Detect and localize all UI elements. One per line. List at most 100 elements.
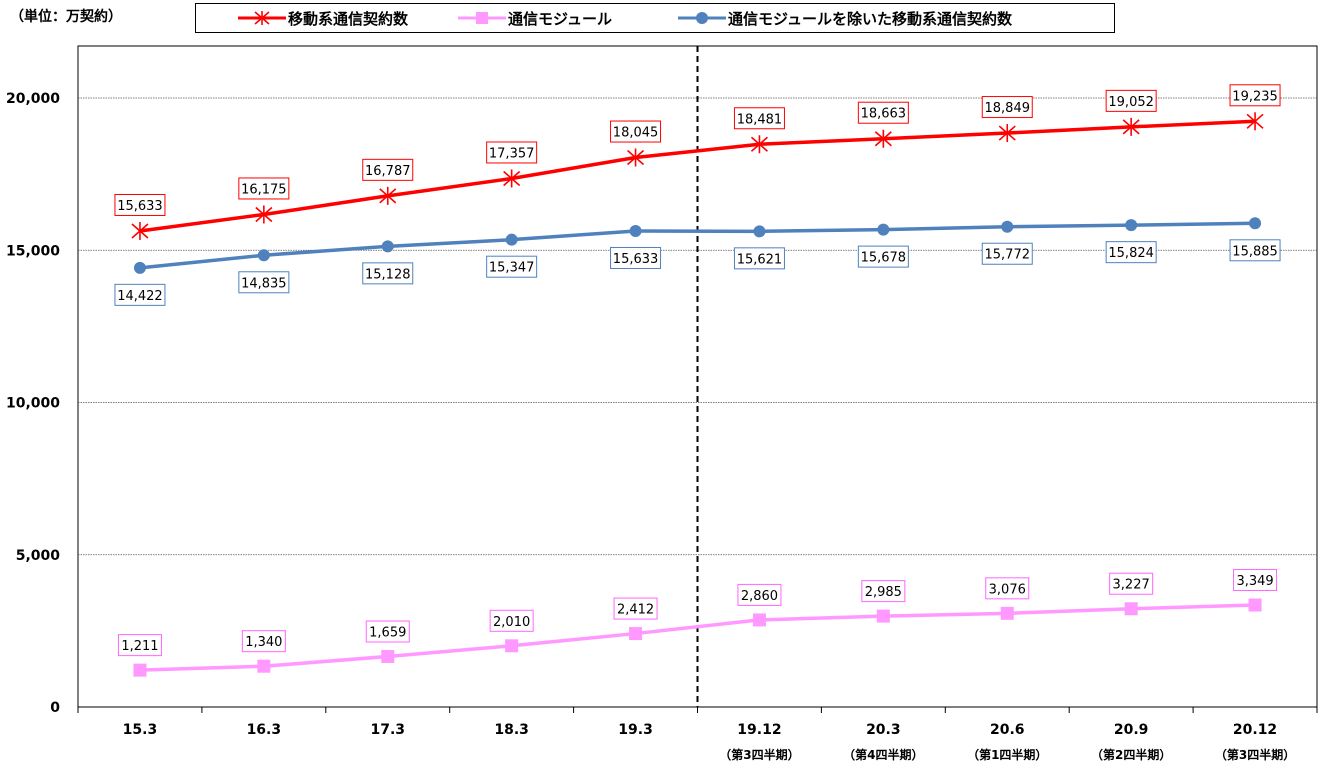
data-label: 19,235 <box>1232 89 1278 104</box>
data-label: 1,340 <box>245 635 282 650</box>
data-label: 15,633 <box>613 252 659 267</box>
data-label: 2,412 <box>617 603 654 618</box>
data-label-box <box>1229 239 1281 262</box>
data-label-box <box>1233 569 1278 592</box>
data-label: 2,860 <box>741 589 778 604</box>
square-icon <box>458 12 506 24</box>
data-label: 3,349 <box>1236 574 1273 589</box>
data-point <box>877 223 890 236</box>
x-tick-label: 20.3 <box>866 722 901 738</box>
series-line <box>139 221 1256 270</box>
data-point <box>998 124 1016 143</box>
data-point <box>505 233 518 246</box>
data-label: 1,211 <box>121 639 158 654</box>
data-point <box>133 261 146 274</box>
legend-item-module: 通信モジュール <box>458 4 612 32</box>
data-point <box>257 249 270 262</box>
data-label: 1,659 <box>369 625 406 640</box>
data-label-box <box>241 630 286 653</box>
data-label-box <box>117 634 162 657</box>
data-point <box>750 135 768 154</box>
x-tick-label: 19.12 <box>737 722 781 738</box>
data-point <box>255 205 273 224</box>
data-point <box>1001 220 1014 233</box>
data-label-box <box>861 580 906 603</box>
data-point <box>257 659 271 673</box>
data-label: 14,835 <box>241 276 287 291</box>
data-label: 3,227 <box>1113 578 1150 593</box>
data-label: 2,010 <box>493 615 530 630</box>
data-label-box <box>737 583 782 606</box>
data-point <box>1249 217 1262 230</box>
data-label-box <box>1105 241 1157 264</box>
data-label: 2,985 <box>865 585 902 600</box>
data-label: 18,663 <box>861 107 907 122</box>
data-label: 17,357 <box>489 146 535 161</box>
x-tick-label: 17.3 <box>370 722 405 738</box>
data-label: 3,076 <box>989 582 1026 597</box>
x-tick-sublabel: （第3四半期） <box>1215 747 1295 762</box>
legend-label: 通信モジュール <box>508 9 612 28</box>
data-label-box <box>365 620 410 643</box>
data-point <box>1124 602 1138 616</box>
data-label: 15,633 <box>117 199 163 214</box>
y-tick-label: 15,000 <box>6 243 60 259</box>
data-label-box <box>489 609 534 632</box>
x-tick-label: 20.12 <box>1233 722 1277 738</box>
data-point <box>752 613 766 627</box>
data-point <box>381 649 395 663</box>
data-label: 18,849 <box>985 101 1031 116</box>
x-tick-label: 19.3 <box>618 722 653 738</box>
y-tick-label: 10,000 <box>6 396 60 412</box>
data-point <box>629 224 642 237</box>
data-label-box <box>981 242 1033 265</box>
x-tick-label: 16.3 <box>247 722 282 738</box>
data-label-box <box>610 246 662 269</box>
data-point <box>133 663 147 677</box>
data-point <box>1246 112 1264 131</box>
data-point <box>1122 117 1140 136</box>
data-label: 15,621 <box>737 252 783 267</box>
data-label-box <box>857 101 909 124</box>
asterisk-icon <box>238 11 286 25</box>
data-point <box>503 169 521 188</box>
circle-icon <box>678 12 726 24</box>
data-label-box <box>486 255 538 278</box>
series-circle: 14,422 14,835 15,128 15,347 15,633 15,621 15,6… <box>114 217 1281 306</box>
x-tick-sublabel: （第2四半期） <box>1091 747 1171 762</box>
data-label-box <box>613 597 658 620</box>
data-label: 15,678 <box>861 251 907 266</box>
unit-label: （単位：万契約） <box>10 9 122 25</box>
data-point <box>381 240 394 253</box>
data-label-box <box>610 120 662 143</box>
data-label-box <box>733 107 785 130</box>
data-label-box <box>857 245 909 268</box>
data-label: 18,481 <box>737 112 783 127</box>
data-label: 19,052 <box>1108 95 1154 110</box>
series-line <box>139 603 1256 672</box>
data-label: 15,772 <box>985 248 1031 263</box>
x-tick-sublabel: （第4四半期） <box>843 747 923 762</box>
data-label-box <box>238 177 290 200</box>
x-tick-label: 15.3 <box>123 722 158 738</box>
data-label-box <box>238 271 290 294</box>
data-point <box>1248 598 1262 612</box>
data-label-box <box>1105 89 1157 112</box>
legend-label: 移動系通信契約数 <box>288 9 409 28</box>
legend-label: 通信モジュールを除いた移動系通信契約数 <box>728 9 1012 28</box>
y-tick-label: 5,000 <box>16 548 61 564</box>
legend-item-total: 移動系通信契約数 <box>238 4 408 32</box>
x-tick-label: 20.6 <box>990 722 1025 738</box>
data-label: 16,787 <box>365 164 411 179</box>
data-point <box>629 627 643 641</box>
data-label: 15,347 <box>489 261 535 276</box>
series-asterisk: 15,633 16,175 16,787 17,357 18,045 18,481 18,6… <box>114 84 1281 240</box>
data-label-box <box>362 158 414 181</box>
y-tick-label: 20,000 <box>6 91 60 107</box>
legend: 移動系通信契約数 通信モジュール 通信モジュールを除いた移動系通信契約数 <box>195 3 1115 33</box>
series-line <box>139 119 1256 233</box>
data-point <box>874 129 892 148</box>
data-label-box <box>985 577 1030 600</box>
data-label-box <box>114 283 166 306</box>
